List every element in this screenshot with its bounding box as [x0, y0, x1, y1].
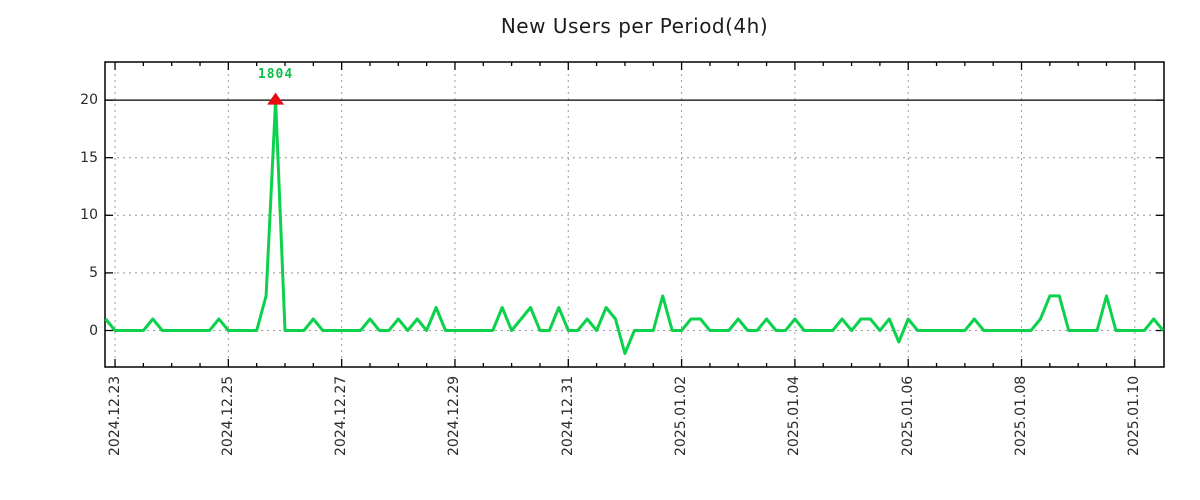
- data-line: [104, 98, 1165, 355]
- x-tick-label: 2025.01.06: [899, 375, 916, 456]
- x-tick-label: 2025.01.04: [786, 375, 803, 456]
- chart-title: New Users per Period(4h): [500, 14, 769, 38]
- peak-marker-triangle-icon: [267, 92, 285, 105]
- x-tick-label: 2025.01.02: [673, 375, 690, 456]
- peak-value-label: 1804: [257, 67, 294, 82]
- x-tick-label: 2024.12.29: [446, 375, 463, 456]
- plot-border: [104, 61, 1165, 368]
- x-tick-label: 2025.01.08: [1013, 375, 1030, 456]
- y-tick-label: 20: [80, 92, 98, 109]
- y-tick-label: 15: [80, 149, 98, 166]
- x-tick-label: 2024.12.25: [219, 375, 236, 456]
- x-tick-label: 2024.12.27: [333, 375, 350, 456]
- y-tick-label: 10: [80, 207, 98, 224]
- x-tick-label: 2025.01.10: [1126, 375, 1143, 456]
- x-tick-label: 2024.12.23: [106, 375, 123, 456]
- y-tick-label: 5: [89, 264, 98, 281]
- y-tick-label: 0: [89, 322, 98, 339]
- x-tick-label: 2024.12.31: [559, 375, 576, 456]
